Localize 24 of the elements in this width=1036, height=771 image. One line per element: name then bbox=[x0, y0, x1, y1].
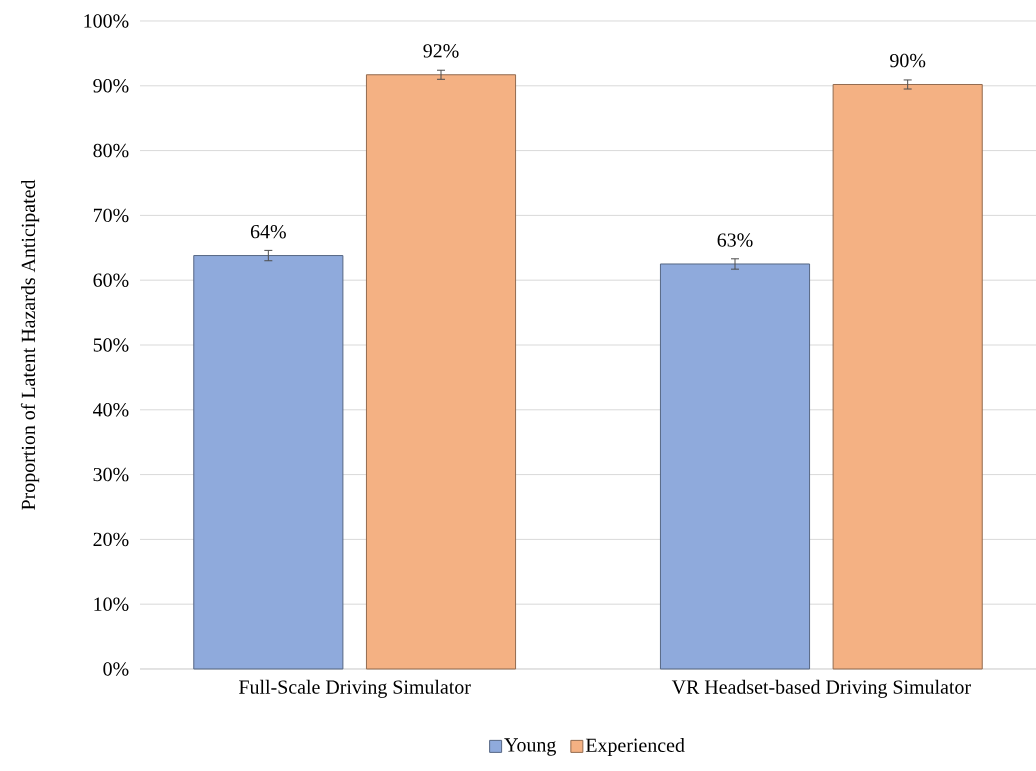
data-label: 63% bbox=[717, 233, 753, 247]
bar bbox=[659, 263, 811, 670]
y-tick-label: 100% bbox=[84, 14, 129, 28]
bar bbox=[365, 74, 517, 670]
data-label: 92% bbox=[423, 44, 459, 58]
y-tick-label: 90% bbox=[93, 79, 129, 93]
y-tick-label: 30% bbox=[93, 467, 129, 482]
bar bbox=[193, 255, 344, 670]
y-tick-label: 40% bbox=[93, 403, 129, 417]
y-axis-title: Proportion of Latent Hazards Anticipated bbox=[20, 179, 40, 510]
data-label: 64% bbox=[250, 224, 286, 239]
x-tick-label: VR Headset-based Driving Simulator bbox=[671, 679, 971, 698]
y-tick-label: 60% bbox=[93, 273, 129, 287]
y-tick-label: 20% bbox=[93, 532, 129, 547]
bar bbox=[832, 83, 983, 670]
x-tick-label: Full-Scale Driving Simulator bbox=[239, 679, 471, 698]
y-tick-label: 0% bbox=[103, 662, 129, 676]
legend-label: Young bbox=[504, 738, 556, 756]
y-tick-label: 50% bbox=[93, 338, 129, 352]
y-tick-label: 80% bbox=[93, 143, 129, 158]
y-tick-label: 70% bbox=[93, 208, 129, 223]
legend-label: Experienced bbox=[585, 737, 685, 757]
y-tick-label: 10% bbox=[94, 597, 129, 611]
data-label: 90% bbox=[890, 53, 926, 68]
